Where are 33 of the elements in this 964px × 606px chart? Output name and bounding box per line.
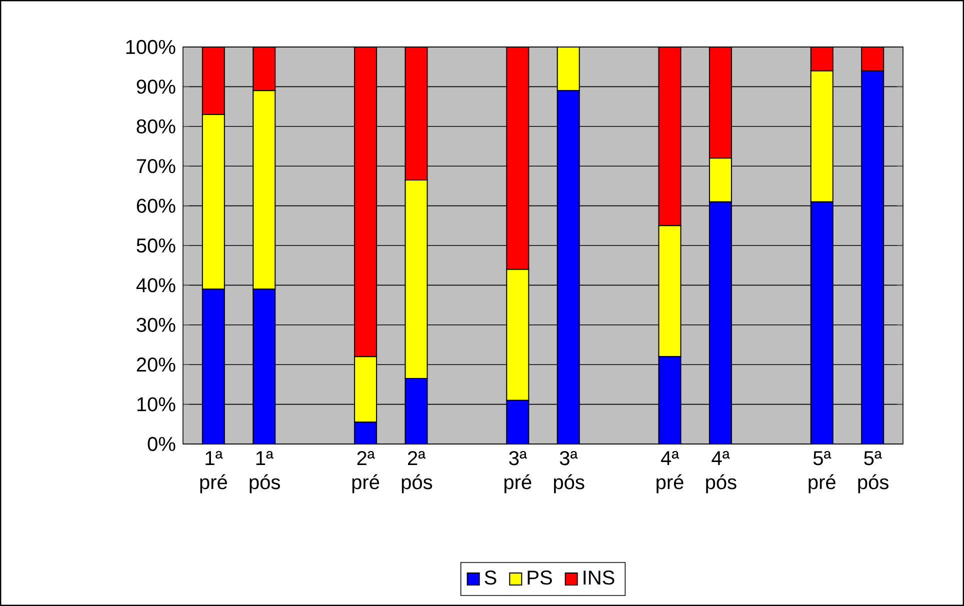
x-tick-label: 3ª pós — [554, 451, 584, 494]
x-tick-label: 1ª pré — [200, 451, 227, 494]
y-tick-label: 90% — [136, 80, 176, 94]
bar — [810, 70, 834, 202]
x-tick-label: 4ª pós — [706, 451, 736, 494]
y-tick-label: 10% — [137, 397, 176, 412]
bar — [404, 179, 428, 379]
x-tick-label: 5ª pós — [858, 451, 888, 494]
x-tick-label: 3ª pré — [504, 451, 532, 494]
legend-label: PS — [528, 570, 552, 585]
bar — [708, 158, 732, 202]
legend-label: S — [484, 570, 496, 585]
y-tick-label: 50% — [136, 238, 176, 253]
y-tick-label: 80% — [136, 119, 176, 134]
y-tick-label: 40% — [136, 278, 176, 292]
x-tick-label: 2ª pré — [352, 451, 380, 494]
bar — [202, 114, 225, 290]
bar — [658, 225, 682, 358]
x-tick-label: 2ª pós — [402, 451, 432, 494]
x-tick-label: 5ª pré — [808, 451, 836, 494]
y-tick-label: 0% — [148, 436, 176, 452]
y-tick-label: 20% — [136, 358, 176, 372]
legend-label: INS — [584, 570, 614, 585]
y-tick-label: 30% — [136, 318, 176, 332]
bar — [354, 356, 378, 423]
bar — [252, 90, 276, 290]
bar — [506, 268, 530, 401]
y-tick-label: 100% — [126, 40, 176, 54]
y-tick-label: 70% — [136, 159, 176, 174]
x-tick-label: 1ª pós — [250, 451, 280, 494]
x-tick-label: 4ª pré — [656, 451, 684, 494]
y-tick-label: 60% — [136, 198, 176, 213]
bar — [556, 46, 580, 92]
